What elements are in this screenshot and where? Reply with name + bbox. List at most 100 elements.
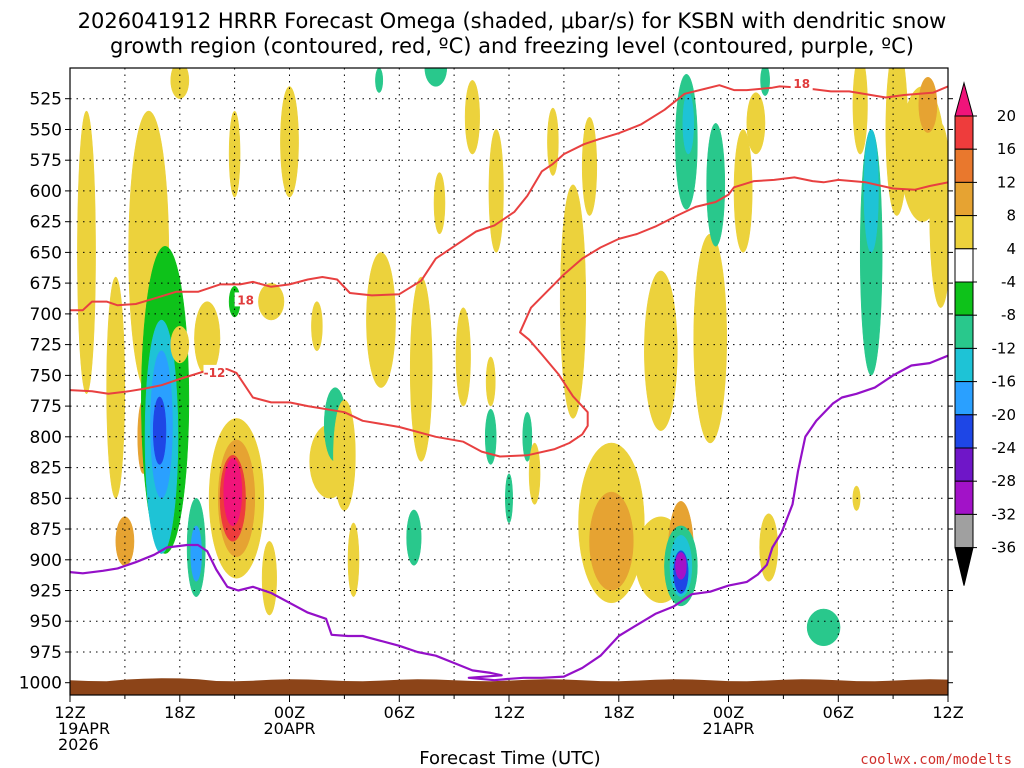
omega-cell-38 <box>485 356 496 407</box>
contour-label-bg-1 <box>203 364 226 379</box>
omega-cell-17 <box>223 458 243 527</box>
y-tick-label-925: 925 <box>30 582 62 602</box>
dgz-contour-minus12 <box>70 176 948 458</box>
x-tick-label-1-0: 18Z <box>164 703 195 722</box>
omega-cell-56 <box>682 92 695 155</box>
contour-lines <box>70 84 948 682</box>
y-tick-label-825: 825 <box>30 459 62 479</box>
colorbar: 20 16 12 8 4 -4 -8 -12 -16 -20 -24 -28 -32 -36 <box>954 81 1017 586</box>
contour-label-1: -12 <box>204 366 226 380</box>
colorbar-segment-7 <box>954 314 974 349</box>
omega-cell-46 <box>589 491 634 591</box>
omega-cell-27 <box>347 522 360 597</box>
contour-label-0: 18 <box>237 293 254 307</box>
y-tick-label-1000: 1000 <box>19 674 62 694</box>
y-tick-label-725: 725 <box>30 336 62 356</box>
colorbar-segment-11 <box>954 447 974 482</box>
omega-cell-62 <box>806 608 841 647</box>
omega-cell-13 <box>194 301 221 376</box>
omega-cell-59 <box>746 92 766 155</box>
colorbar-label-4: 4 <box>1006 240 1016 258</box>
colorbar-label-8: -16 <box>992 373 1017 391</box>
omega-cell-35 <box>464 80 480 155</box>
colorbar-segment-2 <box>954 148 974 183</box>
omega-cell-21 <box>228 110 241 198</box>
omega-cell-23 <box>311 301 323 352</box>
y-tick-label-850: 850 <box>30 489 62 509</box>
colorbar-segment-6 <box>954 281 974 316</box>
y-tick-label-675: 675 <box>30 274 62 294</box>
colorbar-label-0: 20 <box>997 107 1016 125</box>
colorbar-label-6: -8 <box>1001 306 1016 324</box>
colorbar-label-3: 8 <box>1006 207 1016 225</box>
y-tick-label-750: 750 <box>30 366 62 386</box>
colorbar-label-5: -4 <box>1001 273 1016 291</box>
x-tick-label-0-0: 12Z <box>54 703 85 722</box>
omega-cell-43 <box>559 184 587 419</box>
omega-cell-47 <box>644 270 678 431</box>
omega-cell-58 <box>733 129 753 253</box>
colorbar-label-2: 12 <box>997 173 1016 191</box>
x-tick-label-0-1: 19APR <box>58 719 110 738</box>
y-tick-label-800: 800 <box>30 428 62 448</box>
colorbar-segment-13 <box>954 513 974 549</box>
x-axis-title: Forecast Time (UTC) <box>419 748 600 768</box>
y-tick-label-975: 975 <box>30 643 62 663</box>
chart-title-line2: growth region (contoured, red, ºC) and f… <box>110 34 914 58</box>
colorbar-segment-3 <box>954 181 974 217</box>
x-tick-label-7-0: 06Z <box>823 703 854 722</box>
y-tick-label-875: 875 <box>30 520 62 540</box>
omega-cell-36 <box>488 129 504 253</box>
y-tick-label-550: 550 <box>30 121 62 141</box>
y-axis: 525 550 575 600 625 650 675 700 725 750 775 800 825 8… <box>19 90 953 694</box>
omega-cell-12 <box>170 325 190 364</box>
omega-cell-28 <box>375 68 384 93</box>
omega-cell-19 <box>258 282 285 321</box>
y-tick-label-900: 900 <box>30 551 62 571</box>
omega-cell-37 <box>484 408 497 465</box>
colorbar-segment-4 <box>954 215 974 250</box>
omega-cell-34 <box>455 307 471 407</box>
omega-cell-11 <box>190 525 202 582</box>
colorbar-label-11: -28 <box>992 472 1017 490</box>
omega-cell-5 <box>170 68 190 99</box>
x-tick-label-5-0: 18Z <box>603 703 634 722</box>
omega-cell-41 <box>528 442 541 505</box>
x-tick-label-8-0: 12Z <box>932 703 963 722</box>
colorbar-segment-8 <box>954 347 974 383</box>
contour-label-2: 18 <box>793 77 810 91</box>
x-tick-label-4-0: 12Z <box>493 703 524 722</box>
y-tick-label-775: 775 <box>30 397 62 417</box>
colorbar-label-9: -20 <box>992 406 1017 424</box>
omega-cell-68 <box>918 76 938 133</box>
y-tick-label-600: 600 <box>30 182 62 202</box>
y-tick-label-625: 625 <box>30 213 62 233</box>
colorbar-segment-9 <box>954 381 974 416</box>
omega-cell-9 <box>152 396 167 465</box>
colorbar-label-7: -12 <box>992 339 1017 357</box>
y-tick-label-525: 525 <box>30 90 62 110</box>
omega-cell-44 <box>581 116 598 216</box>
contour-labels: 18 -12 18 <box>203 76 813 380</box>
colorbar-bottom-triangle <box>954 547 974 586</box>
x-tick-label-3-0: 06Z <box>384 703 415 722</box>
x-tick-label-0-2: 2026 <box>58 735 99 754</box>
x-tick-label-6-1: 21APR <box>702 719 754 738</box>
omega-cell-20 <box>280 86 299 198</box>
colorbar-segment-5 <box>954 248 974 283</box>
y-tick-label-950: 950 <box>30 612 62 632</box>
omega-cell-69 <box>929 123 948 308</box>
colorbar-label-10: -24 <box>992 439 1017 457</box>
chart-title-line1: 2026041912 HRRR Forecast Omega (shaded, … <box>78 9 947 33</box>
omega-cell-32 <box>424 68 448 87</box>
omega-cell-30 <box>409 276 433 462</box>
colorbar-segment-12 <box>954 480 974 515</box>
x-tick-label-2-1: 20APR <box>263 719 315 738</box>
contour-label-bg-2 <box>790 76 813 90</box>
x-tick-label-6-0: 00Z <box>713 703 744 722</box>
contour-label-bg-0 <box>234 292 257 307</box>
omega-cell-0 <box>77 110 96 395</box>
omega-cell-1 <box>106 276 126 499</box>
y-tick-label-575: 575 <box>30 151 62 171</box>
